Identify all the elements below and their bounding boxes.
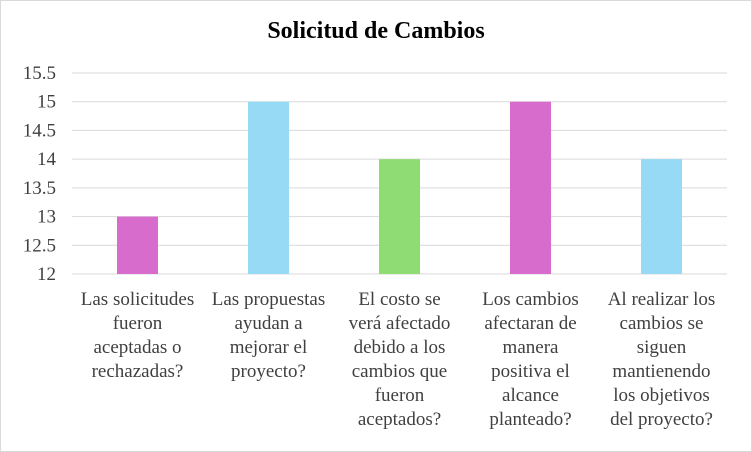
y-tick-label: 12.5 [23,235,56,256]
y-tick-label: 12 [37,264,56,285]
y-tick-label: 13 [37,207,56,228]
y-tick-label: 14 [37,149,57,170]
bar [117,216,158,274]
y-tick-label: 14.5 [23,120,56,141]
y-tick-label: 15.5 [23,63,56,84]
x-category-label: Los cambios afectaran de manera positiva el… [482,289,579,430]
x-category-label: Al realizar los cambios se siguen mantienen… [608,289,716,430]
x-category-label: Las propuestas ayudan a mejorar el proyecto… [212,289,325,382]
x-category-label: Las solicitudes fueron aceptadas o rechazad… [81,289,194,382]
x-category-label: El costo se verá afectado debido a los camb… [349,289,451,430]
chart-title: Solicitud de Cambios [267,18,485,44]
bar [379,159,420,274]
y-tick-label: 13.5 [23,178,56,199]
bar [510,101,551,274]
bar [641,159,682,274]
bar [248,101,289,274]
y-tick-label: 15 [37,92,56,113]
